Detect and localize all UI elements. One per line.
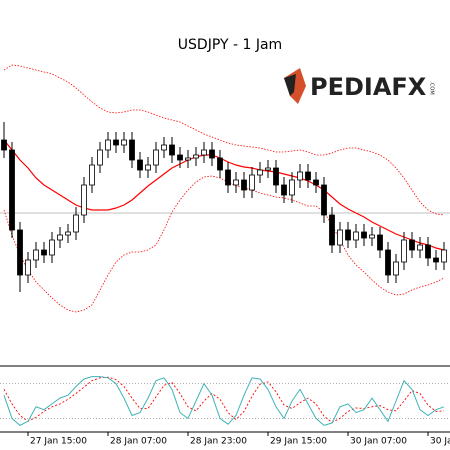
chart-title: USDJPY - 1 Jam [178,37,282,53]
candle-body [153,149,159,166]
candle-body [337,229,343,246]
x-tick-label: 28 Jan 23:00 [190,437,247,447]
candle-body [289,179,295,196]
candle-body [425,244,431,259]
candle-body [113,139,119,146]
candle-body [345,229,351,241]
candle-body [225,169,231,186]
candle-body [297,171,303,181]
candle-body [361,231,367,239]
candle-body [169,144,175,156]
candle-body [241,179,247,191]
candle-body [273,167,279,186]
candle-body [217,157,223,171]
candle-body [129,139,135,161]
candle-body [353,231,359,241]
candle-body [401,239,407,263]
logo: PEDIAFX .COM [284,68,435,104]
candle-body [385,249,391,276]
candle-body [41,249,47,256]
candle-body [209,149,215,159]
x-tick-label: 29 Jan 15:00 [270,437,327,447]
x-tick-label: 27 Jan 15:00 [30,437,87,447]
band-upper [3,64,445,216]
candle-body [441,249,447,263]
logo-text: PEDIAFX [310,73,427,101]
candle-body [233,179,239,186]
candle-body [137,159,143,171]
candle-body [417,244,423,251]
candle-body [33,249,39,261]
candle-body [1,139,7,151]
candle-body [201,149,207,156]
candle-body [105,139,111,151]
candle-body [313,179,319,186]
candle-body [305,171,311,181]
stoch-main [3,376,445,426]
candle-body [329,214,335,246]
candle-body [17,229,23,276]
candle-body [249,174,255,191]
candle-body [25,259,31,276]
candle-body [145,164,151,171]
candle-body [121,139,127,146]
candle-body [193,154,199,159]
candle-body [433,257,439,263]
logo-icon-shade [284,74,296,96]
candle-body [161,144,167,151]
candle-body [81,184,87,216]
candle-body [281,184,287,196]
candle-body [57,234,63,241]
candle-body [73,214,79,233]
stoch-signal [3,376,445,423]
candle-body [369,234,375,239]
candle-body [265,167,271,171]
candle-body [185,157,191,161]
candle-body [321,184,327,216]
candle-body [65,231,71,236]
logo-sub: .COM [429,81,435,94]
candle-body [409,239,415,251]
candle-body [97,149,103,166]
x-tick-label: 28 Jan 07:00 [110,437,167,447]
candle-body [9,149,15,231]
candle-body [377,234,383,251]
candle-body [49,239,55,256]
candle-body [89,164,95,186]
candle-body [257,169,263,176]
x-tick-label: 30 Jan [430,437,450,447]
candle-body [177,154,183,161]
x-tick-label: 30 Jan 07:00 [350,437,407,447]
candle-body [393,261,399,276]
band-middle [3,139,445,251]
